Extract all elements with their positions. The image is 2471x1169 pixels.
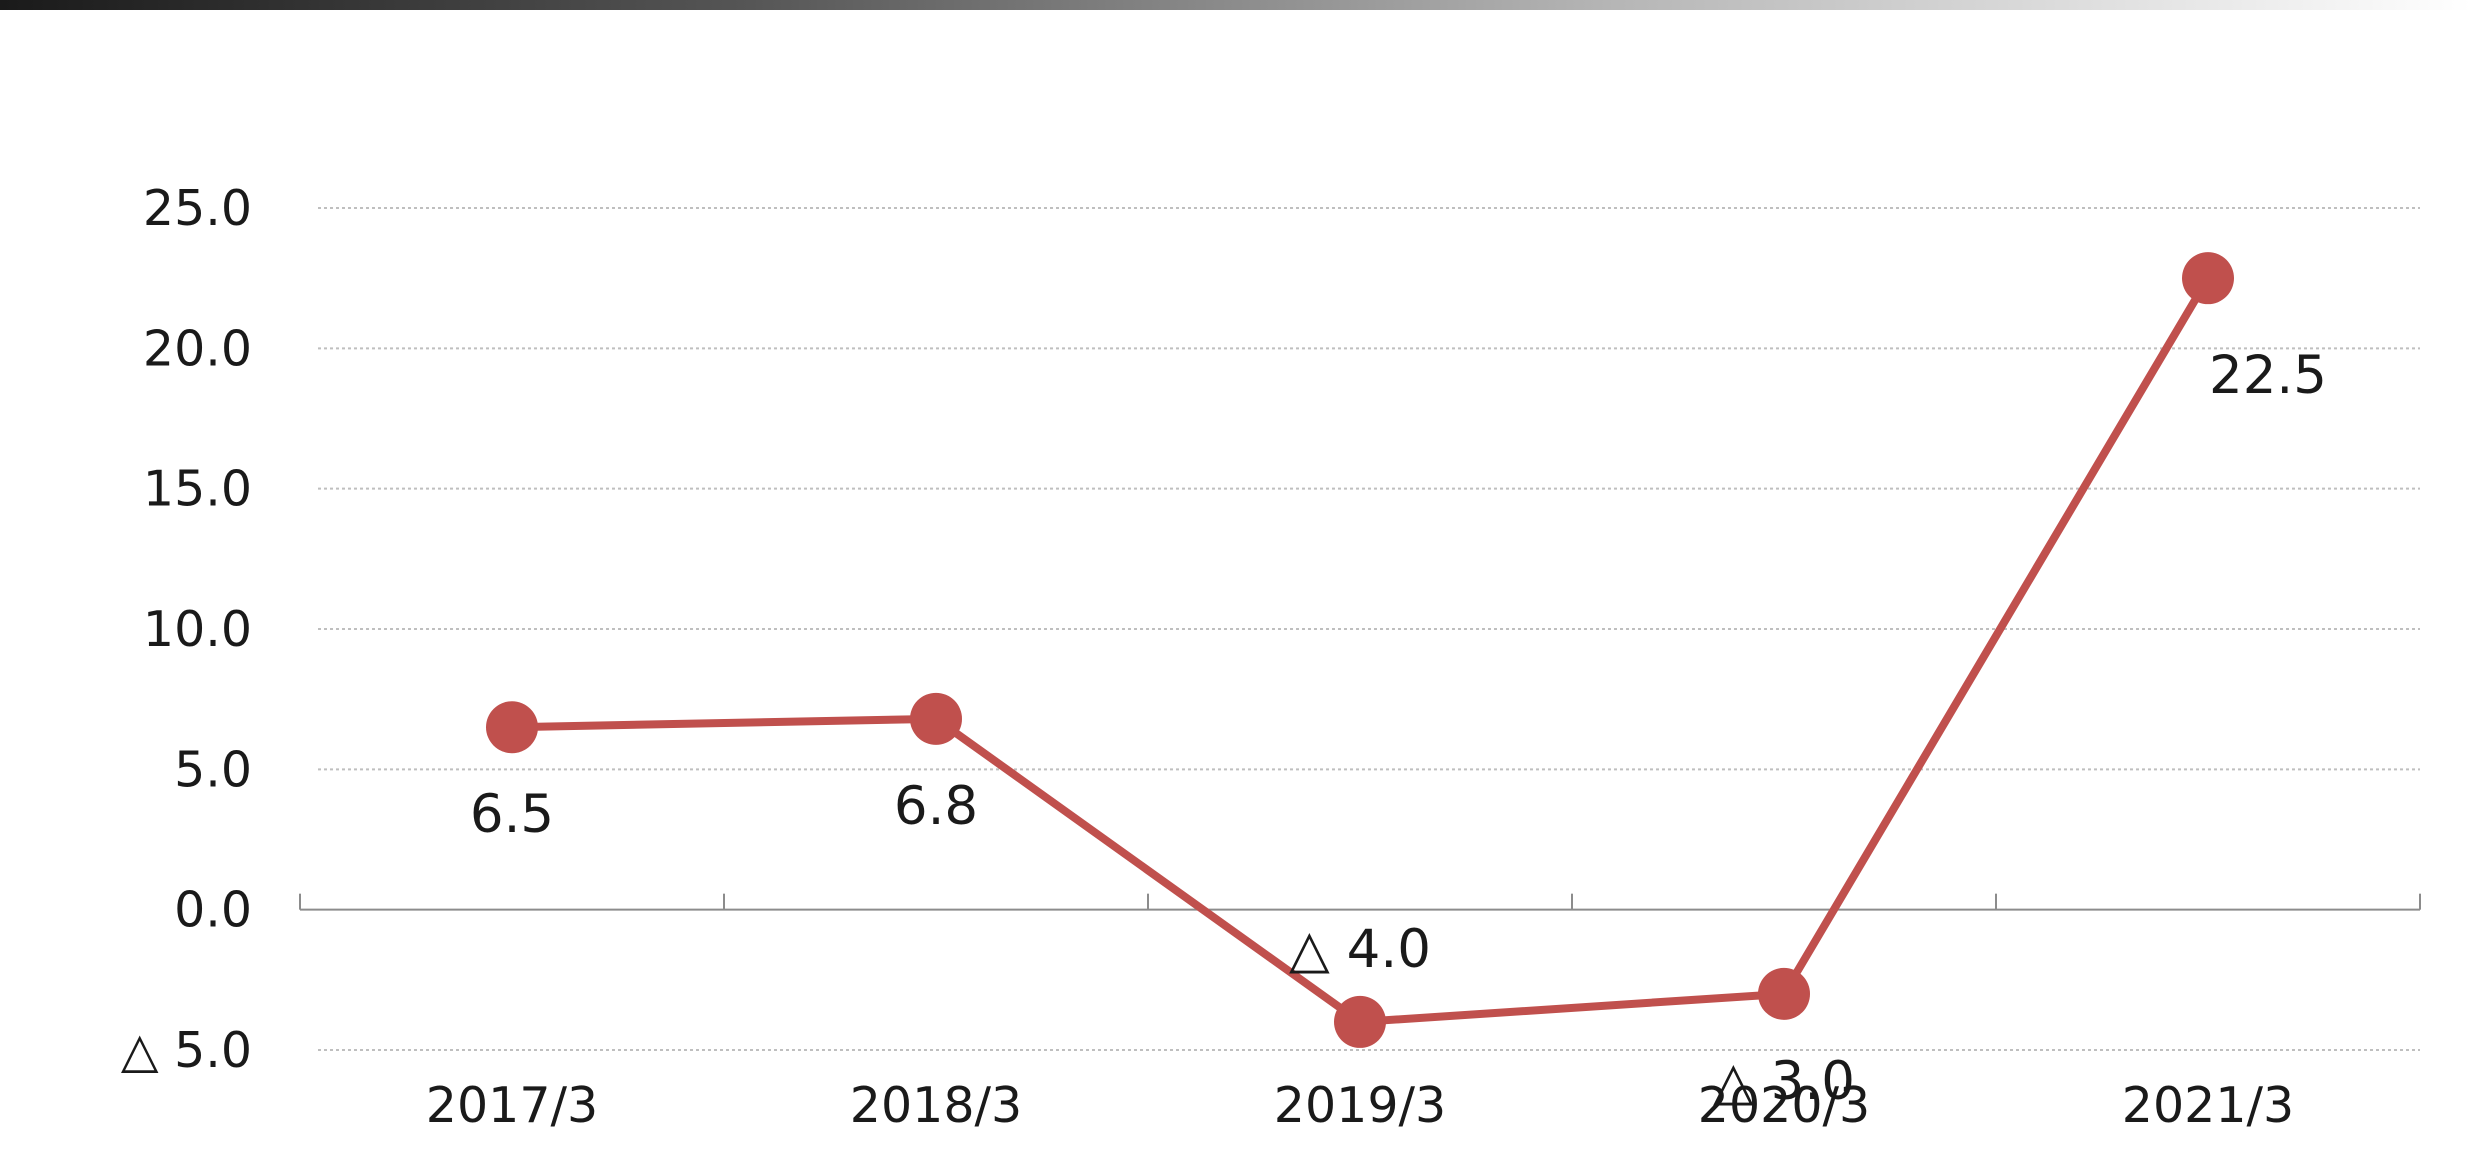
x-axis [299,893,2421,911]
y-tick-label: 25.0 [143,180,252,237]
grid-lines [318,207,2420,1051]
series [486,252,2234,1048]
data-point [1334,995,1386,1048]
data-label: 22.5 [2209,345,2327,406]
data-labels: 6.5 6.8 △ 4.0 △ 3.0 22.5 [470,345,2327,1112]
data-point [486,701,538,754]
data-point [1758,967,1810,1020]
x-tick-label: 2018/3 [850,1077,1022,1134]
top-gradient-band [0,0,2471,10]
y-tick-label: △ 5.0 [121,1022,252,1079]
y-tick-label: 5.0 [174,741,252,798]
y-tick-label: 10.0 [143,601,252,658]
x-tick-label: 2019/3 [1274,1077,1446,1134]
data-point [910,692,962,745]
y-tick-label: 15.0 [143,461,252,518]
x-tick-label: 2020/3 [1698,1077,1870,1134]
y-tick-label: 0.0 [174,882,252,939]
x-tick-label: 2017/3 [426,1077,598,1134]
data-label: 6.5 [470,784,554,845]
x-axis-ticks: 2017/3 2018/3 2019/3 2020/3 2021/3 [426,1077,2294,1134]
data-point [2182,252,2234,305]
x-tick-label: 2021/3 [2122,1077,2294,1134]
data-label: △ 4.0 [1289,919,1431,980]
data-label: △ 3.0 [1713,1051,1855,1112]
y-tick-label: 20.0 [143,320,252,377]
data-label: 6.8 [894,776,978,837]
y-axis-ticks: △ 5.0 0.0 5.0 10.0 15.0 20.0 25.0 [121,180,252,1079]
